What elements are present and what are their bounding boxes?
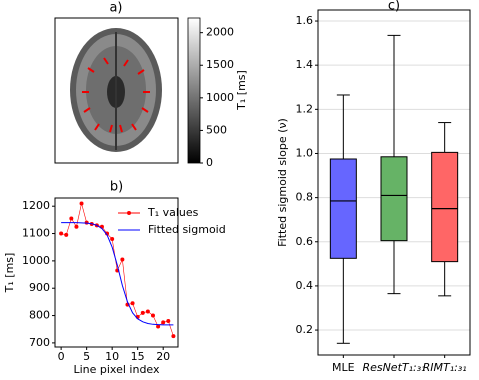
- colorbar-tick-label: 2000: [206, 26, 234, 39]
- y-tick-label: 1.0: [296, 146, 314, 159]
- y-tick-label: 1.2: [296, 102, 314, 115]
- x-tick-label: 0: [58, 350, 65, 363]
- x-tick-label: ResNetT₁:₃₁: [362, 361, 425, 374]
- y-tick-label: 0.8: [296, 191, 314, 204]
- point: [110, 237, 115, 242]
- y-tick-label: 1.4: [296, 58, 314, 71]
- box: [380, 156, 408, 242]
- y-tick-label: 900: [29, 281, 50, 294]
- x-axis-label: Line pixel index: [73, 363, 160, 376]
- x-tick-label: 20: [156, 350, 170, 363]
- x-tick-label: 10: [105, 350, 119, 363]
- point: [59, 231, 64, 236]
- point: [64, 232, 69, 237]
- y-axis-label: Fitted sigmoid slope (ν): [276, 118, 289, 247]
- y-tick-label: 1.6: [296, 14, 314, 27]
- y-tick-label: 1100: [22, 227, 50, 240]
- box: [329, 158, 357, 259]
- point: [166, 319, 171, 324]
- point: [145, 309, 150, 314]
- point: [105, 231, 110, 236]
- legend-label: T₁ values: [147, 206, 199, 219]
- panel-title: b): [110, 180, 123, 195]
- colorbar-tick-label: 1500: [206, 58, 234, 71]
- y-tick-label: 0.2: [296, 323, 314, 336]
- x-tick-label: 5: [83, 350, 90, 363]
- x-tick-label: MLE: [332, 361, 355, 374]
- colorbar: [187, 17, 201, 164]
- colorbar-tick-label: 1000: [206, 91, 234, 104]
- colorbar-label: T₁ [ms]: [235, 70, 248, 111]
- point: [140, 310, 145, 315]
- point: [161, 320, 166, 325]
- point: [156, 324, 161, 329]
- legend-label: Fitted sigmoid: [148, 223, 226, 236]
- brain-image: [70, 28, 162, 152]
- colorbar-tick-label: 500: [206, 123, 227, 136]
- series-line: [61, 222, 174, 326]
- panel-title: a): [109, 1, 122, 16]
- point: [130, 301, 135, 306]
- y-tick-label: 0.4: [296, 279, 314, 292]
- y-tick-label: 800: [29, 309, 50, 322]
- y-tick-label: 1000: [22, 254, 50, 267]
- y-tick-label: 1200: [22, 199, 50, 212]
- box: [431, 151, 459, 263]
- x-tick-label: RIMT₁:₃₁: [423, 361, 467, 374]
- point: [120, 257, 125, 262]
- point: [171, 334, 176, 339]
- point: [69, 216, 74, 221]
- y-axis-label: T₁ [ms]: [3, 253, 16, 294]
- point: [150, 313, 155, 318]
- legend-marker: [127, 211, 131, 215]
- colorbar-tick-label: 0: [206, 156, 213, 169]
- plot-frame: [54, 197, 179, 348]
- y-tick-label: 0.6: [296, 235, 314, 248]
- x-tick-label: 15: [131, 350, 145, 363]
- point: [74, 224, 79, 229]
- y-tick-label: 700: [29, 336, 50, 349]
- panel-title: c): [388, 0, 400, 14]
- point: [79, 201, 84, 206]
